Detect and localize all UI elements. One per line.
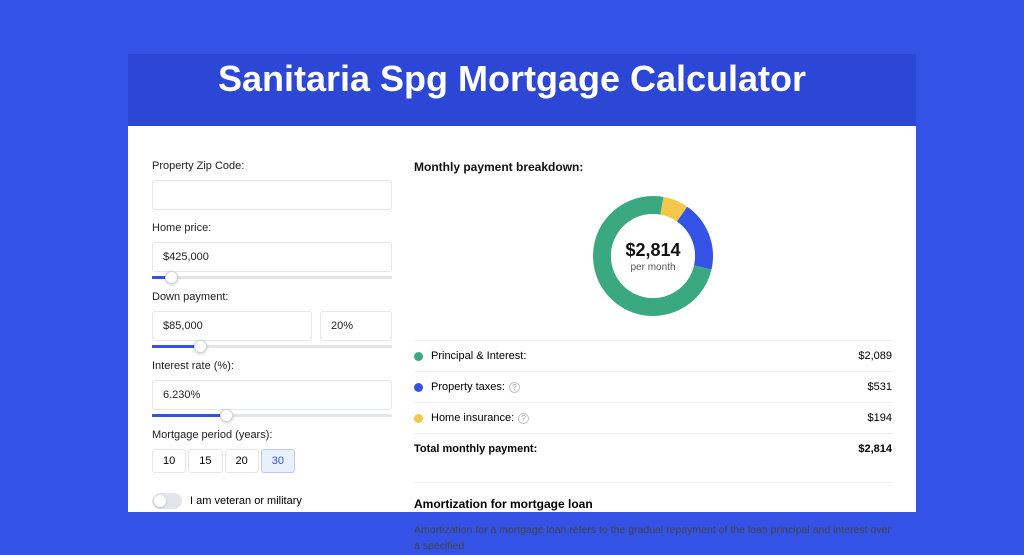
legend-dot [414,352,423,361]
info-icon[interactable]: ? [509,382,520,393]
legend-row-insurance: Home insurance:?$194 [414,403,892,434]
zip-field: Property Zip Code: [152,160,392,210]
period-option-15[interactable]: 15 [188,449,222,473]
breakdown-legend: Principal & Interest:$2,089Property taxe… [414,340,892,464]
total-amount: $2,814 [858,443,892,455]
donut-chart: $2,814 per month [414,192,892,322]
down-payment-percent-input[interactable] [320,311,392,341]
legend-row-total: Total monthly payment:$2,814 [414,434,892,464]
amortization-text: Amortization for a mortgage loan refers … [414,523,892,555]
legend-label: Home insurance:? [431,412,868,424]
down-payment-amount-input[interactable] [152,311,312,341]
interest-rate-slider[interactable] [152,414,392,417]
amortization-section: Amortization for mortgage loan Amortizat… [414,482,892,555]
veteran-row: I am veteran or military [152,493,392,509]
page-title: Sanitaria Spg Mortgage Calculator [0,58,1024,100]
period-option-10[interactable]: 10 [152,449,186,473]
legend-amount: $194 [868,412,892,424]
period-option-30[interactable]: 30 [261,449,295,473]
home-price-slider[interactable] [152,276,392,279]
legend-dot [414,383,423,392]
period-label: Mortgage period (years): [152,429,392,441]
info-icon[interactable]: ? [518,413,529,424]
legend-amount: $531 [868,381,892,393]
legend-row-principal: Principal & Interest:$2,089 [414,341,892,372]
interest-rate-field: Interest rate (%): [152,360,392,417]
interest-rate-label: Interest rate (%): [152,360,392,372]
home-price-label: Home price: [152,222,392,234]
home-price-input[interactable] [152,242,392,272]
period-option-20[interactable]: 20 [225,449,259,473]
zip-input[interactable] [152,180,392,210]
legend-row-taxes: Property taxes:?$531 [414,372,892,403]
input-panel: Property Zip Code: Home price: Down paym… [152,160,392,512]
period-field: Mortgage period (years): 10152030 [152,429,392,473]
veteran-label: I am veteran or military [190,495,302,507]
amortization-title: Amortization for mortgage loan [414,497,892,511]
svg-text:$2,814: $2,814 [625,240,680,260]
home-price-field: Home price: [152,222,392,279]
interest-rate-input[interactable] [152,380,392,410]
down-payment-field: Down payment: [152,291,392,348]
down-payment-label: Down payment: [152,291,392,303]
breakdown-title: Monthly payment breakdown: [414,160,892,174]
total-label: Total monthly payment: [414,443,858,455]
calculator-card: Property Zip Code: Home price: Down paym… [128,126,916,512]
breakdown-panel: Monthly payment breakdown: $2,814 per mon… [414,160,892,512]
svg-text:per month: per month [630,262,675,273]
down-payment-slider[interactable] [152,345,392,348]
legend-amount: $2,089 [858,350,892,362]
legend-label: Property taxes:? [431,381,868,393]
veteran-toggle[interactable] [152,493,182,509]
zip-label: Property Zip Code: [152,160,392,172]
legend-label: Principal & Interest: [431,350,858,362]
legend-dot [414,414,423,423]
